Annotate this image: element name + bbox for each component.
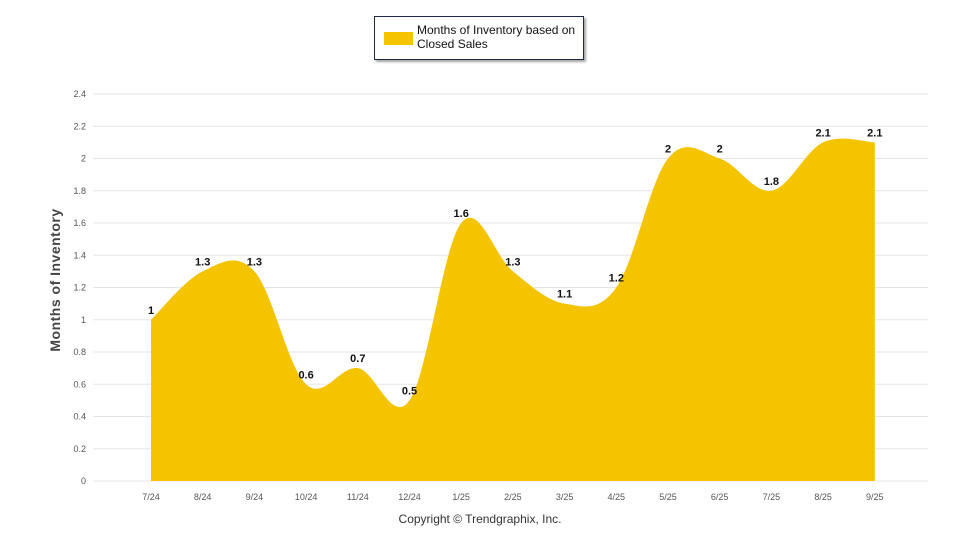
data-label: 1.3 [505,256,520,268]
x-tick-label: 9/24 [246,492,264,502]
y-tick-label: 1.6 [73,218,86,228]
x-tick-label: 8/25 [814,492,832,502]
y-tick-label: 0.2 [73,444,86,454]
data-label: 2 [717,144,723,156]
y-tick-label: 0.6 [73,379,86,389]
copyright-text: Copyright © Trendgraphix, Inc. [398,512,562,526]
x-axis-ticks: 7/24 8/24 9/24 10/24 11/24 12/24 1/25 2/25 3/25 4… [142,492,883,502]
y-tick-label: 2.4 [73,89,86,99]
x-tick-label: 11/24 [347,492,369,502]
y-tick-label: 0.8 [73,347,86,357]
y-tick-label: 2 [81,154,86,164]
legend-swatch [384,32,413,45]
data-label: 1.3 [195,256,210,268]
x-tick-label: 1/25 [452,492,470,502]
y-axis-title: Months of Inventory [47,208,63,352]
data-label: 2 [665,144,671,156]
data-label: 0.7 [350,353,365,365]
data-label: 1 [148,305,154,317]
x-tick-label: 9/25 [866,492,884,502]
x-tick-label: 10/24 [295,492,318,502]
data-label: 1.8 [764,176,779,188]
x-tick-label: 12/24 [398,492,421,502]
data-label: 1.3 [247,256,262,268]
y-axis-ticks: 0 0.2 0.4 0.6 0.8 1 1.2 1.4 1.6 1.8 2 2.2 2.4 [73,89,86,486]
data-label: 0.6 [298,369,313,381]
legend[interactable]: Months of Inventory based on Closed Sale… [374,16,584,60]
data-label: 1.2 [609,273,624,285]
data-label: 2.1 [867,127,882,139]
legend-label: Months of Inventory based on Closed Sale… [417,23,576,51]
x-tick-label: 3/25 [556,492,574,502]
y-tick-label: 1.4 [73,250,86,260]
data-label: 1.6 [454,208,469,220]
data-label: 1.1 [557,289,572,301]
x-tick-label: 2/25 [504,492,522,502]
y-tick-label: 0 [81,476,86,486]
series-area [151,138,875,482]
x-tick-label: 7/24 [142,492,160,502]
data-label: 0.5 [402,385,417,397]
data-label: 2.1 [815,127,830,139]
y-tick-label: 1.8 [73,186,86,196]
x-tick-label: 4/25 [608,492,626,502]
x-tick-label: 8/24 [194,492,212,502]
x-tick-label: 7/25 [763,492,781,502]
x-tick-label: 6/25 [711,492,729,502]
x-tick-label: 5/25 [659,492,677,502]
y-tick-label: 2.2 [73,121,86,131]
data-labels: 1 1.3 1.3 0.6 0.7 0.5 1.6 1.3 1.1 1.2 2 2 1.8 2.1 2.1 [148,127,883,397]
y-tick-label: 0.4 [73,412,86,422]
y-tick-label: 1.2 [73,283,86,293]
y-tick-label: 1 [81,315,86,325]
area-fill [151,138,875,482]
